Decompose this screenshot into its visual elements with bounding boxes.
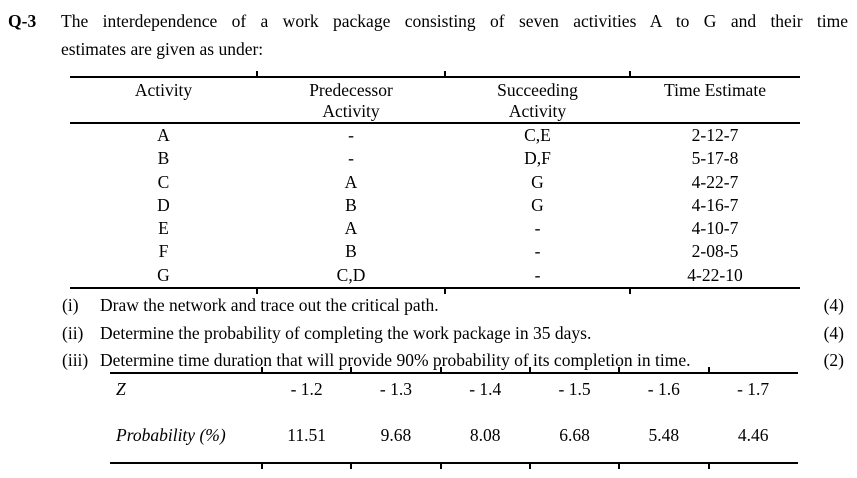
cell-succeeding: D,F [524,148,551,169]
cell-time-estimate: 2-12-7 [691,125,739,145]
header-succeeding-activity: Succeeding Activity [497,80,578,121]
cell-succeeding: C,E [524,125,551,145]
column-divider-tick [444,71,446,76]
z-value: - 1.5 [558,379,591,399]
cell-activity: F [158,241,169,262]
probability-row-label: Probability (%) [116,425,226,445]
table-row: G C,D - 4-22-10 [70,264,800,287]
cell-succeeding: G [531,194,544,215]
cell-activity: C [157,171,170,192]
cell-activity: G [157,264,170,285]
list-item: (i) Draw the network and trace out the c… [62,292,844,320]
question-number: Q-3 [8,11,37,31]
probability-value: 4.46 [737,425,769,445]
z-row-label: Z [116,379,126,399]
list-item: (iii) Determine time duration that will … [62,347,844,375]
cell-predecessor: B [345,241,357,262]
column-divider-tick [708,464,710,469]
z-row: Z - 1.2 - 1.3 - 1.4 - 1.5 - 1.6 - 1.7 [110,374,798,420]
item-marker: (i) [62,295,79,315]
activity-table: Activity Predecessor Activity Succeeding… [70,71,800,295]
cell-predecessor: A [344,218,358,239]
cell-predecessor: B [345,194,357,215]
z-value: - 1.7 [737,379,770,399]
item-text: Determine time duration that will provid… [100,350,691,370]
cell-succeeding: - [534,241,541,262]
z-value: - 1.2 [290,379,323,399]
item-marker: (iii) [62,350,89,370]
table-row: A - C,E 2-12-7 [70,124,800,147]
cell-activity: E [158,218,169,239]
table-row: F B - 2-08-5 [70,240,800,263]
column-divider-tick [708,367,710,372]
item-text: Determine the probability of completing … [100,322,592,343]
question-text-line2: estimates are given as under: [61,39,264,59]
header-activity: Activity [134,80,193,100]
column-divider-tick [350,367,352,372]
cell-predecessor: - [348,148,354,169]
cell-time-estimate: 4-22-7 [691,171,739,192]
sub-questions-list: (i) Draw the network and trace out the c… [62,292,844,375]
cell-time-estimate: 4-16-7 [691,194,739,215]
probability-value: 9.68 [380,425,412,445]
cell-time-estimate: 5-17-8 [691,148,739,169]
activity-table-body: A - C,E 2-12-7 B - D,F 5-17-8 C A G 4-22… [70,124,800,287]
question-text: The interdependence of a work package co… [61,7,848,63]
column-divider-tick [618,367,620,372]
column-divider-tick [440,367,442,372]
probability-value: 5.48 [648,425,680,445]
probability-value: 6.68 [559,425,590,445]
cell-succeeding: G [531,171,544,192]
probability-row: Probability (%) 11.51 9.68 8.08 6.68 5.4… [110,420,798,462]
item-marks: (4) [823,295,844,315]
header-time-estimate: Time Estimate [664,80,766,100]
cell-activity: A [157,125,170,145]
item-marks: (4) [823,322,844,343]
cell-activity: B [157,148,170,169]
cell-succeeding: - [534,264,541,285]
cell-time-estimate: 4-22-10 [687,264,743,285]
column-divider-tick [256,289,258,295]
question-text-line1: The interdependence of a work package co… [61,11,848,31]
probability-value: 8.08 [469,425,501,445]
column-divider-tick [261,367,263,372]
cell-predecessor: A [344,171,358,192]
item-text: Draw the network and trace out the criti… [100,295,439,315]
table-row: C A G 4-22-7 [70,171,800,194]
item-marker: (ii) [62,322,84,343]
header-predecessor-activity: Predecessor Activity [309,80,393,121]
cell-succeeding: - [534,218,541,239]
cell-time-estimate: 2-08-5 [691,241,739,262]
z-probability-table: Z - 1.2 - 1.3 - 1.4 - 1.5 - 1.6 - 1.7 Pr… [110,367,798,469]
column-divider-tick [529,367,531,372]
column-divider-tick [440,464,442,469]
cell-predecessor: C,D [336,264,366,285]
z-value: - 1.3 [379,379,412,399]
column-divider-tick [629,71,631,76]
column-divider-tick [261,464,263,469]
cell-predecessor: - [348,125,354,145]
item-marks: (2) [823,350,844,370]
table-row: B - D,F 5-17-8 [70,147,800,170]
column-divider-tick [256,71,258,76]
cell-time-estimate: 4-10-7 [691,218,739,239]
column-divider-tick [618,464,620,469]
column-divider-tick [629,289,631,295]
probability-value: 11.51 [287,425,327,445]
table-row: D B G 4-16-7 [70,194,800,217]
z-value: - 1.4 [469,379,502,399]
cell-activity: D [157,194,170,215]
table-row: E A - 4-10-7 [70,217,800,240]
list-item: (ii) Determine the probability of comple… [62,320,844,348]
column-divider-tick [529,464,531,469]
column-divider-tick [444,289,446,295]
activity-table-header: Activity Predecessor Activity Succeeding… [70,78,800,124]
z-value: - 1.6 [647,379,680,399]
column-divider-tick [350,464,352,469]
